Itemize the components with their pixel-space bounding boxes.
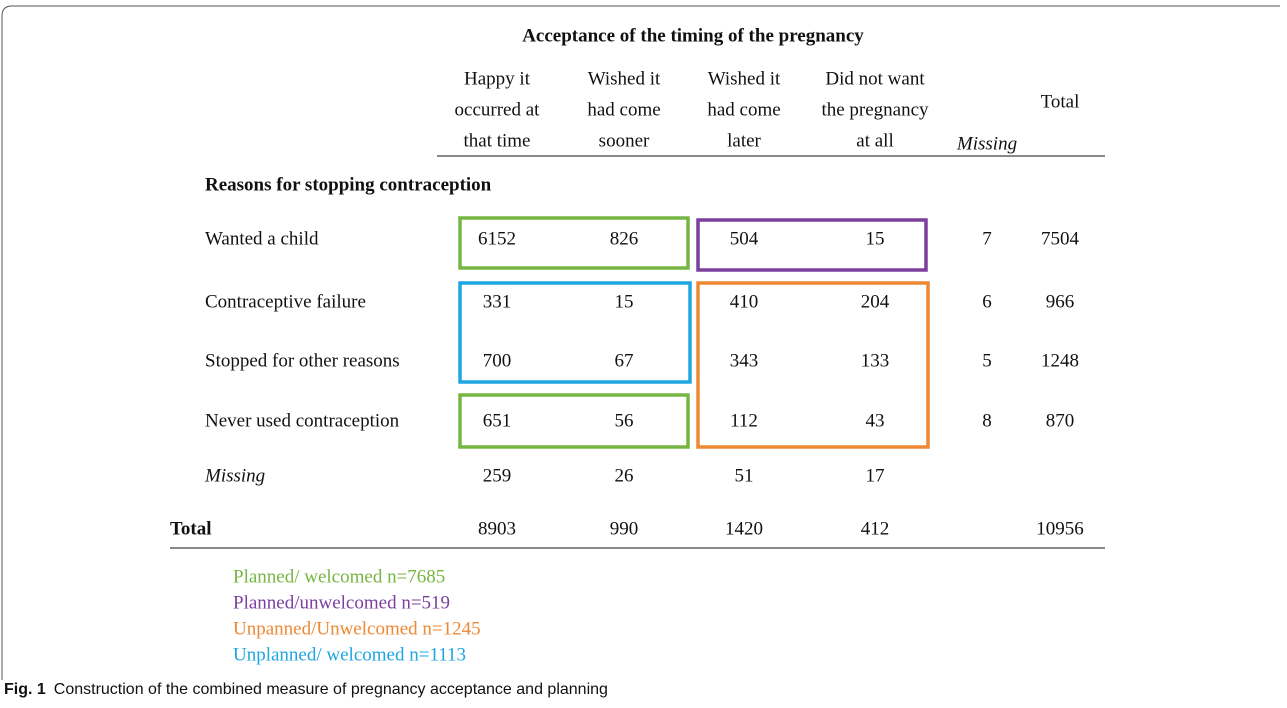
cell: 990: [610, 518, 639, 539]
column-header: sooner: [599, 130, 650, 151]
legend-item: Unpanned/Unwelcomed n=1245: [233, 618, 481, 639]
cell: 56: [615, 410, 634, 431]
cell: 7504: [1041, 228, 1080, 249]
cell: 1248: [1041, 350, 1079, 371]
column-header: had come: [587, 99, 660, 120]
cell: 331: [483, 291, 512, 312]
cell: 259: [483, 465, 512, 486]
row-label: Never used contraception: [205, 410, 400, 431]
cell: 43: [866, 410, 885, 431]
cell: 112: [730, 410, 758, 431]
cell: 343: [730, 350, 759, 371]
cell: 8: [982, 410, 992, 431]
cell: 412: [861, 518, 890, 539]
cell: 826: [610, 228, 639, 249]
column-header: Did not want: [825, 68, 925, 89]
group-box: [458, 281, 692, 384]
cell: 700: [483, 350, 512, 371]
cell: 966: [1046, 291, 1075, 312]
row-label: Stopped for other reasons: [205, 350, 400, 371]
cell: 6152: [478, 228, 516, 249]
frame: [1, 5, 1280, 680]
legend-item: Planned/unwelcomed n=519: [233, 592, 450, 613]
row-label: Wanted a child: [205, 228, 319, 249]
cell: 133: [861, 350, 890, 371]
column-header: at all: [856, 130, 893, 151]
row-label: Missing: [204, 465, 265, 486]
column-header: Wished it: [588, 68, 661, 89]
table-title: Acceptance of the timing of the pregnanc…: [522, 25, 864, 46]
cell: 5: [982, 350, 992, 371]
legend-item: Planned/ welcomed n=7685: [233, 566, 445, 587]
group-box: [458, 393, 690, 449]
column-header: Missing: [956, 133, 1017, 154]
cell: 6: [982, 291, 992, 312]
cell: 410: [730, 291, 759, 312]
cell: 8903: [478, 518, 516, 539]
cell: 204: [861, 291, 890, 312]
group-box: [696, 281, 930, 449]
cell: 51: [735, 465, 754, 486]
column-header: had come: [707, 99, 780, 120]
cell: 67: [615, 350, 634, 371]
caption: Fig. 1 Construction of the combined measu…: [4, 681, 608, 698]
cell: 26: [615, 465, 634, 486]
group-box: [696, 218, 928, 272]
row-header: Reasons for stopping contraception: [205, 174, 492, 195]
column-header: Wished it: [708, 68, 781, 89]
cell: 17: [866, 465, 885, 486]
column-header: the pregnancy: [821, 99, 929, 120]
cell: 10956: [1036, 518, 1084, 539]
column-header: Happy it: [464, 68, 531, 89]
cell: 1420: [725, 518, 763, 539]
column-header: later: [727, 130, 761, 151]
cell: 15: [866, 228, 885, 249]
column-header: Total: [1041, 91, 1080, 112]
column-header: that time: [463, 130, 530, 151]
cell: 504: [730, 228, 759, 249]
group-box: [458, 216, 690, 270]
column-header: occurred at: [455, 99, 541, 120]
row-label: Contraceptive failure: [205, 291, 366, 312]
cell: 651: [483, 410, 512, 431]
legend-item: Unplanned/ welcomed n=1113: [233, 644, 466, 665]
cell: 7: [982, 228, 992, 249]
cell: 15: [615, 291, 634, 312]
row-label: Total: [170, 518, 212, 539]
cell: 870: [1046, 410, 1075, 431]
